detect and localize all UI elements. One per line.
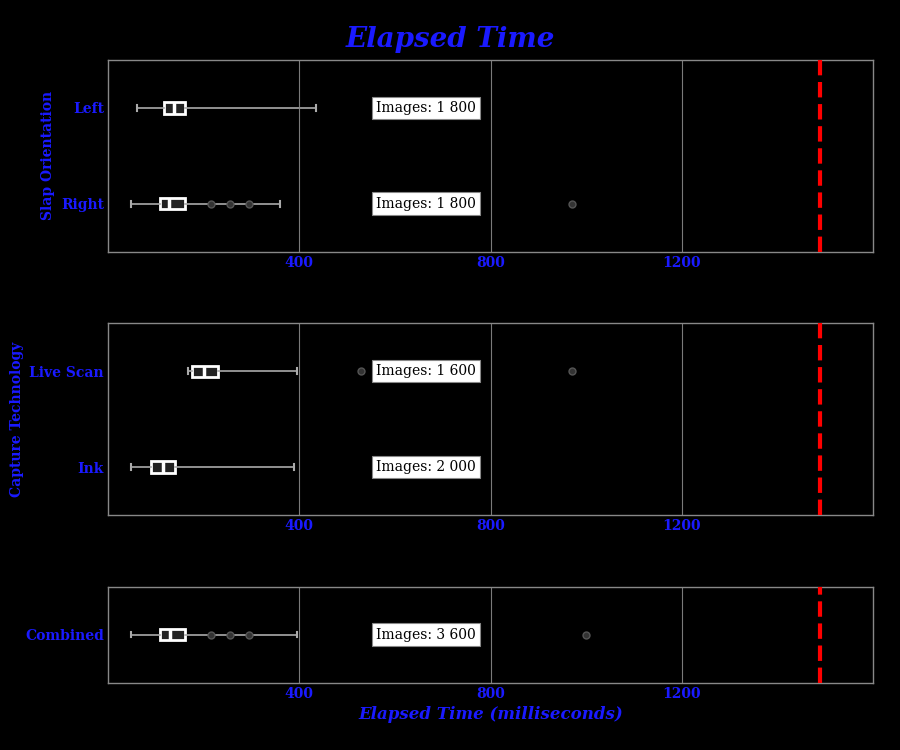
PathPatch shape	[159, 198, 184, 209]
Text: Elapsed Time: Elapsed Time	[346, 26, 554, 53]
Text: Images: 1 800: Images: 1 800	[376, 101, 475, 115]
X-axis label: Elapsed Time (milliseconds): Elapsed Time (milliseconds)	[358, 706, 623, 723]
PathPatch shape	[159, 628, 184, 640]
Y-axis label: Slap Orientation: Slap Orientation	[41, 92, 55, 220]
Text: Images: 1 800: Images: 1 800	[376, 196, 475, 211]
PathPatch shape	[151, 461, 175, 472]
Text: Images: 2 000: Images: 2 000	[376, 460, 475, 474]
PathPatch shape	[165, 102, 184, 114]
Y-axis label: Capture Technology: Capture Technology	[10, 341, 23, 496]
Text: Images: 3 600: Images: 3 600	[376, 628, 475, 641]
Text: Images: 1 600: Images: 1 600	[376, 364, 475, 378]
PathPatch shape	[192, 365, 218, 377]
